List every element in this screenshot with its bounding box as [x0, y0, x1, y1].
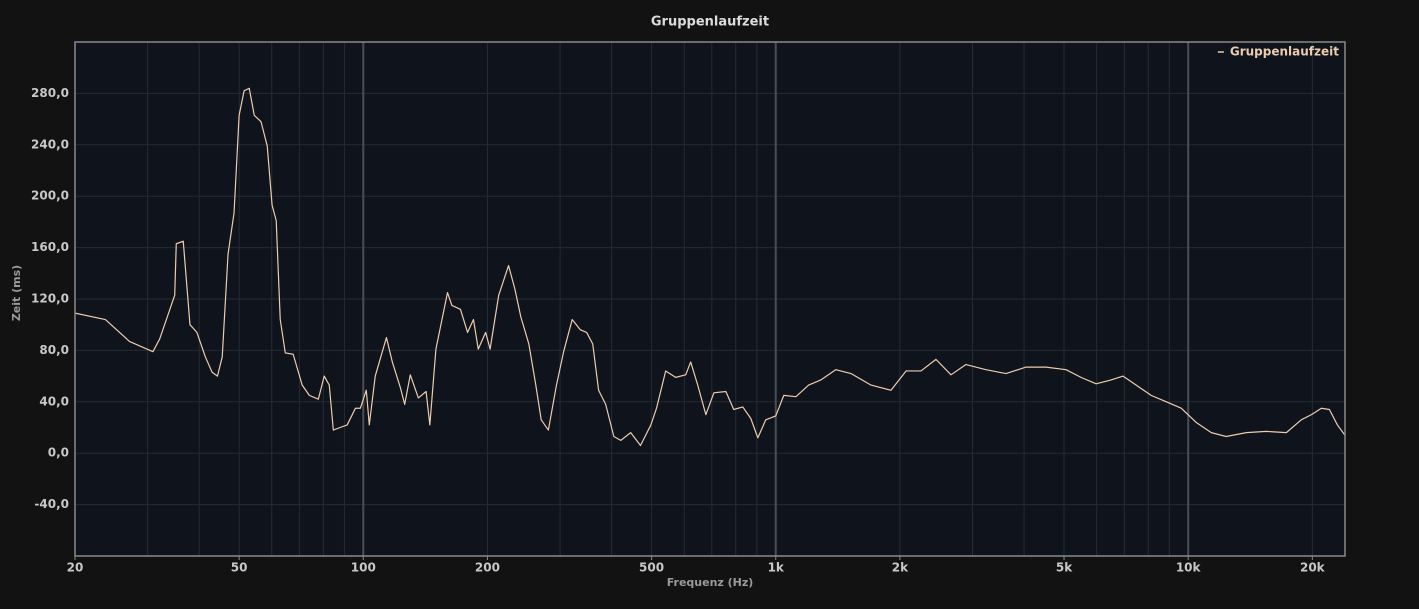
- x-tick-label: 50: [231, 561, 248, 575]
- y-tick-label: 120,0: [31, 292, 69, 306]
- x-axis-label: Frequenz (Hz): [667, 576, 754, 589]
- y-tick-label: 0,0: [48, 446, 69, 460]
- x-tick-label: 20: [67, 561, 84, 575]
- x-tick-label: 2k: [892, 561, 909, 575]
- grid: [74, 42, 1345, 556]
- x-tick-label: 20k: [1300, 561, 1326, 575]
- y-tick-label: 80,0: [39, 343, 69, 357]
- y-tick-label: 200,0: [31, 189, 69, 203]
- y-tick-label: 240,0: [31, 137, 69, 151]
- x-tick-label: 200: [475, 561, 500, 575]
- y-tick-label: 280,0: [31, 86, 69, 100]
- y-tick-label: -40,0: [34, 497, 69, 511]
- line-series: [74, 87, 1346, 447]
- x-tick-label: 100: [351, 561, 376, 575]
- y-axis-label: Zeit (ms): [10, 265, 23, 321]
- x-tick-label: 500: [639, 561, 664, 575]
- marks: [74, 87, 1346, 447]
- plot-border: [74, 41, 1346, 557]
- y-tick-label: 40,0: [39, 394, 69, 408]
- legend-label: Gruppenlaufzeit: [1230, 45, 1339, 59]
- x-tick-label: 5k: [1056, 561, 1073, 575]
- chart-title: Gruppenlaufzeit: [651, 15, 769, 30]
- x-tick-label: 10k: [1176, 561, 1202, 575]
- y-tick-label: 160,0: [31, 240, 69, 254]
- labels: -40,0 0,0 40,0 80,0 120,0 160,0 200,0 240,0 280,…: [31, 45, 1339, 575]
- x-tick-label: 1k: [768, 561, 785, 575]
